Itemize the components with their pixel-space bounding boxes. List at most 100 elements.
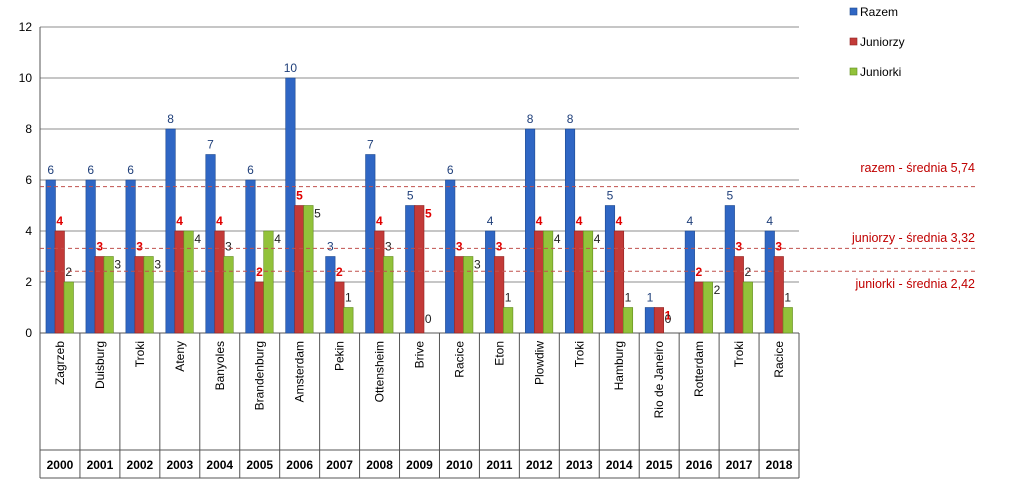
- data-label-juniorzy: 1: [665, 309, 672, 323]
- bar-juniorki: [503, 307, 514, 334]
- bar-juniorzy: [653, 307, 664, 334]
- data-label-razem: 5: [726, 189, 733, 203]
- bar-razem: [724, 205, 735, 334]
- average-label: juniorzy - średnia 3,32: [851, 231, 975, 245]
- data-label-juniorki: 4: [274, 232, 281, 246]
- bar-razem: [325, 256, 336, 334]
- data-label-razem: 1: [647, 291, 654, 305]
- bar-razem: [45, 179, 56, 334]
- year-label: 2018: [766, 458, 793, 472]
- year-label: 2004: [206, 458, 233, 472]
- year-label: 2008: [366, 458, 393, 472]
- data-label-razem: 6: [87, 163, 94, 177]
- x-tick-label: Hamburg: [612, 341, 626, 390]
- x-tick-label: Racice: [772, 341, 786, 378]
- data-label-razem: 7: [367, 138, 374, 152]
- bar-juniorki: [383, 256, 394, 334]
- y-tick-label: 12: [19, 20, 33, 34]
- data-label-juniorzy: 4: [176, 214, 183, 228]
- data-label-juniorki: 0: [425, 312, 432, 326]
- year-label: 2016: [686, 458, 713, 472]
- data-label-razem: 4: [487, 214, 494, 228]
- year-label: 2011: [486, 458, 512, 472]
- x-tick-label: Troki: [572, 341, 586, 367]
- data-label-juniorzy: 2: [256, 265, 263, 279]
- data-label-juniorki: 4: [554, 232, 561, 246]
- bar-juniorki: [183, 230, 194, 334]
- x-tick-label: Troki: [732, 341, 746, 367]
- data-label-juniorki: 3: [385, 240, 392, 254]
- bar-juniorzy: [254, 281, 265, 334]
- bar-juniorki: [223, 256, 234, 334]
- data-label-razem: 8: [527, 112, 534, 126]
- y-tick-label: 4: [25, 224, 32, 238]
- bar-juniorzy: [494, 256, 505, 334]
- x-tick-label: Brandenburg: [253, 341, 267, 410]
- x-tick-label: Racice: [452, 341, 466, 378]
- bar-juniorzy: [54, 230, 65, 334]
- data-label-juniorki: 1: [505, 291, 512, 305]
- data-label-juniorki: 4: [194, 232, 201, 246]
- legend-swatch: [849, 67, 858, 76]
- year-label: 2013: [566, 458, 593, 472]
- data-label-juniorzy: 4: [536, 214, 543, 228]
- data-label-razem: 5: [607, 189, 614, 203]
- bar-juniorki: [782, 307, 793, 334]
- bar-razem: [405, 205, 416, 334]
- bar-razem: [764, 230, 775, 334]
- bar-razem: [445, 179, 456, 334]
- bar-juniorki: [543, 230, 554, 334]
- data-label-juniorki: 0: [665, 312, 672, 326]
- x-tick-label: Troki: [133, 341, 147, 367]
- bar-juniorki: [463, 256, 474, 334]
- bar-juniorki: [702, 281, 713, 334]
- data-label-razem: 6: [47, 163, 54, 177]
- bar-razem: [644, 307, 655, 334]
- bar-juniorzy: [773, 256, 784, 334]
- year-label: 2006: [286, 458, 313, 472]
- bar-juniorzy: [693, 281, 704, 334]
- data-label-juniorki: 3: [114, 258, 121, 272]
- data-label-juniorki: 2: [65, 265, 72, 279]
- year-label: 2007: [326, 458, 353, 472]
- bar-juniorzy: [294, 205, 305, 334]
- bar-juniorzy: [613, 230, 625, 334]
- bar-razem: [604, 205, 616, 334]
- bar-razem: [285, 77, 296, 334]
- average-label: juniorki - średnia 2,42: [854, 277, 975, 291]
- y-tick-label: 2: [25, 275, 32, 289]
- bar-juniorki: [143, 256, 154, 334]
- bar-juniorki: [582, 230, 594, 334]
- year-label: 2017: [726, 458, 753, 472]
- bar-razem: [245, 179, 256, 334]
- year-label: 2012: [526, 458, 553, 472]
- bar-juniorzy: [733, 256, 744, 334]
- data-label-razem: 6: [247, 163, 254, 177]
- legend-entry: Razem: [860, 5, 898, 19]
- bar-juniorki: [263, 230, 274, 334]
- data-label-juniorzy: 3: [496, 240, 503, 254]
- data-label-juniorki: 1: [345, 291, 352, 305]
- legend-swatch: [849, 37, 858, 46]
- data-label-juniorki: 2: [714, 283, 721, 297]
- data-label-juniorzy: 5: [425, 207, 432, 221]
- data-label-razem: 8: [167, 112, 174, 126]
- data-label-juniorki: 4: [594, 232, 601, 246]
- year-label: 2005: [246, 458, 273, 472]
- bar-juniorzy: [454, 256, 465, 334]
- average-label: razem - średnia 5,74: [860, 161, 975, 175]
- bar-juniorki: [343, 307, 354, 334]
- data-label-juniorzy: 4: [56, 214, 63, 228]
- bar-juniorzy: [334, 281, 345, 334]
- bar-razem: [205, 154, 216, 334]
- y-tick-label: 10: [19, 71, 33, 85]
- x-tick-label: Ottensheim: [373, 341, 387, 402]
- data-label-razem: 4: [766, 214, 773, 228]
- data-label-juniorki: 2: [744, 265, 751, 279]
- bar-juniorzy: [134, 256, 145, 334]
- bar-razem: [485, 230, 496, 334]
- data-label-juniorki: 3: [225, 240, 232, 254]
- bar-juniorzy: [414, 205, 425, 334]
- y-tick-label: 8: [25, 122, 32, 136]
- x-tick-label: Banyoles: [213, 341, 227, 390]
